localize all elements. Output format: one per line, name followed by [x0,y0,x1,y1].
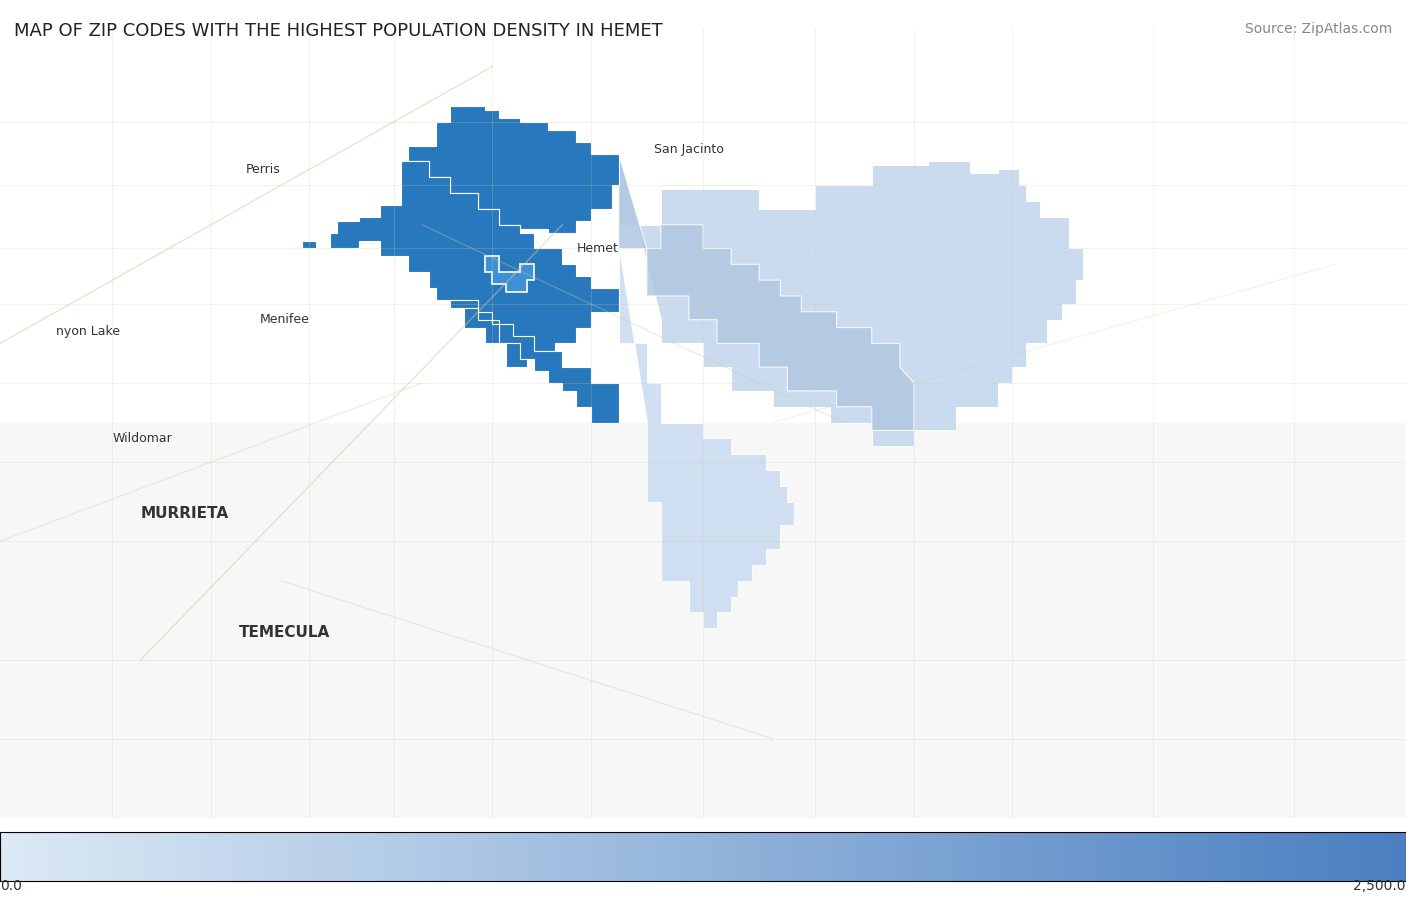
Text: MAP OF ZIP CODES WITH THE HIGHEST POPULATION DENSITY IN HEMET: MAP OF ZIP CODES WITH THE HIGHEST POPULA… [14,22,662,40]
Text: Menifee: Menifee [260,313,309,326]
Polygon shape [619,154,914,431]
Text: TEMECULA: TEMECULA [239,625,330,640]
Polygon shape [450,300,619,423]
Text: Hemet: Hemet [576,242,619,255]
Text: Perris: Perris [246,163,281,176]
Text: Wildomar: Wildomar [112,432,172,445]
Polygon shape [619,248,794,628]
Text: Source: ZipAtlas.com: Source: ZipAtlas.com [1244,22,1392,37]
Polygon shape [302,162,619,367]
Bar [0,423,1406,818]
Polygon shape [619,154,1083,446]
Text: 0.0: 0.0 [0,878,22,893]
Polygon shape [485,256,534,292]
Polygon shape [401,106,619,233]
Text: San Jacinto: San Jacinto [654,143,724,156]
Text: nyon Lake: nyon Lake [56,325,121,338]
Text: MURRIETA: MURRIETA [141,506,229,521]
Text: 2,500.0: 2,500.0 [1354,878,1406,893]
